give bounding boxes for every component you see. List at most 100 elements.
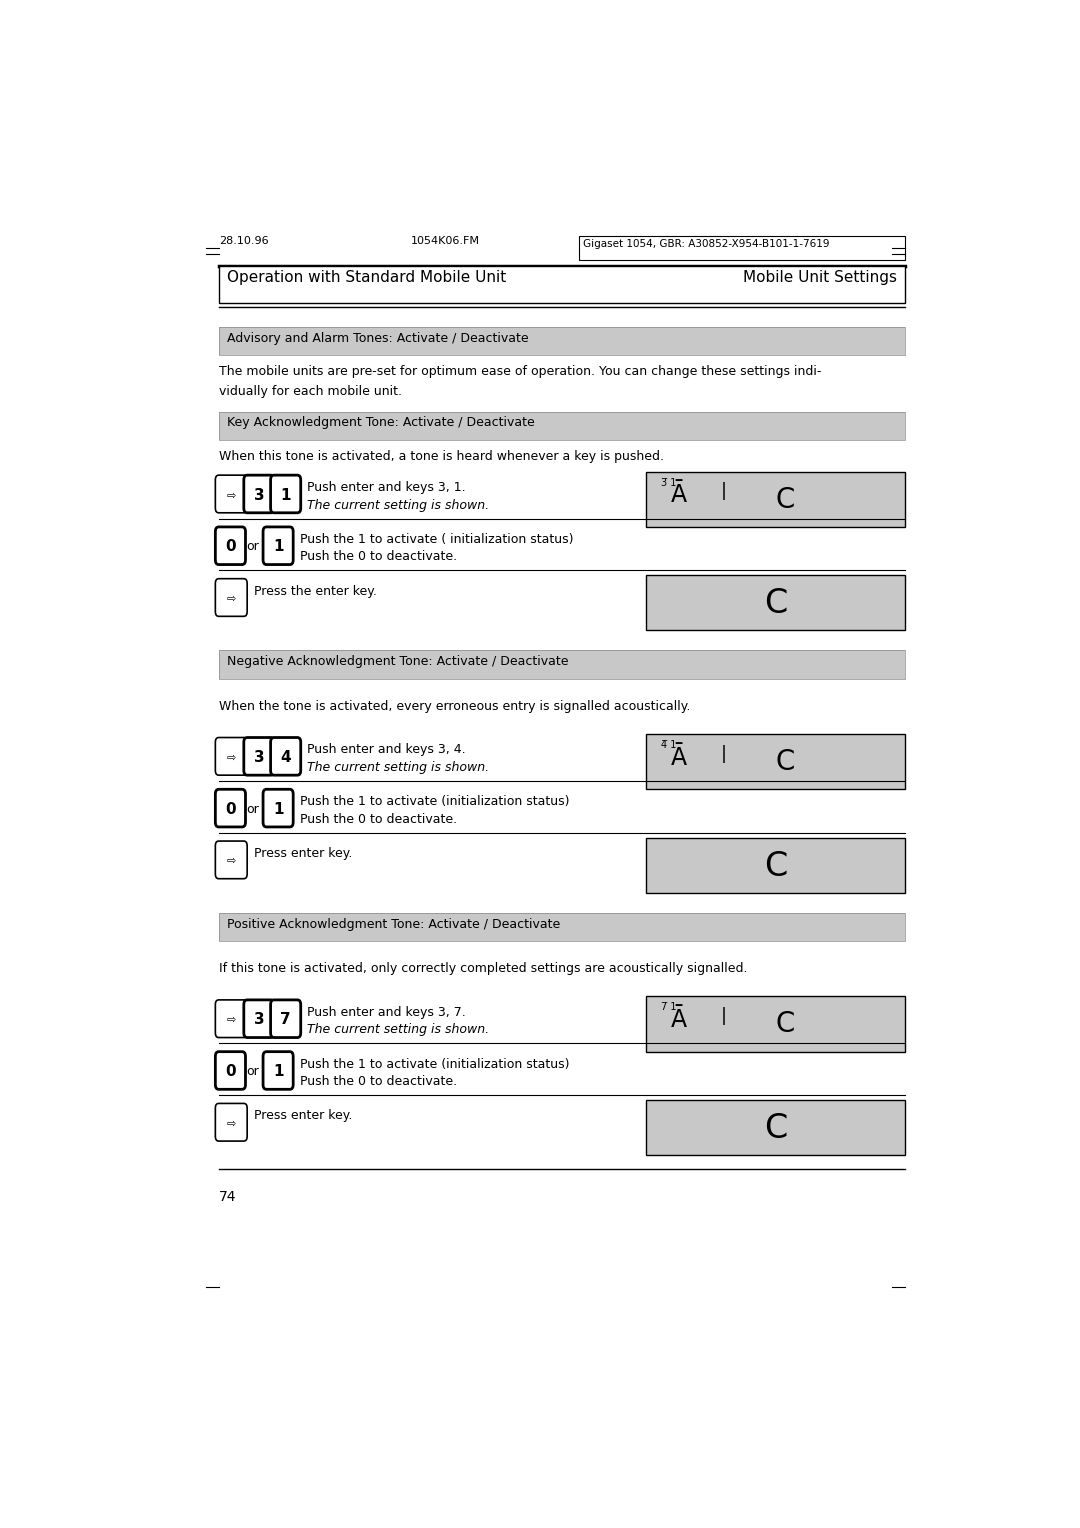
Text: C: C	[775, 1010, 795, 1039]
Text: 0: 0	[225, 539, 235, 555]
Text: 0: 0	[225, 1063, 235, 1079]
Text: Ā: Ā	[671, 746, 687, 770]
Text: Negative Acknowledgment Tone: Activate / Deactivate: Negative Acknowledgment Tone: Activate /…	[227, 656, 568, 668]
Text: 3: 3	[254, 487, 265, 503]
Text: If this tone is activated, only correctly completed settings are acoustically si: If this tone is activated, only correctl…	[218, 963, 747, 975]
Text: 4: 4	[281, 750, 291, 766]
FancyBboxPatch shape	[215, 840, 247, 879]
FancyBboxPatch shape	[215, 790, 245, 827]
FancyBboxPatch shape	[215, 527, 245, 564]
Text: When this tone is activated, a tone is heard whenever a key is pushed.: When this tone is activated, a tone is h…	[218, 451, 664, 463]
Bar	[218, 411, 905, 440]
FancyBboxPatch shape	[215, 475, 247, 513]
FancyBboxPatch shape	[271, 999, 300, 1038]
Text: ⇨: ⇨	[227, 594, 235, 604]
Text: Ā: Ā	[671, 1008, 687, 1031]
Text: Push enter and keys 3, 7.: Push enter and keys 3, 7.	[308, 1005, 467, 1019]
Text: ⇨: ⇨	[227, 490, 235, 500]
Text: ⇨: ⇨	[227, 1118, 235, 1129]
FancyBboxPatch shape	[244, 999, 274, 1038]
Text: C: C	[775, 486, 795, 513]
Text: 0: 0	[225, 802, 235, 817]
Bar	[579, 237, 905, 260]
Text: Push the 1 to activate ( initialization status): Push the 1 to activate ( initialization …	[300, 533, 573, 545]
FancyBboxPatch shape	[215, 1051, 245, 1089]
Bar	[218, 651, 905, 678]
Text: 1054K06.FM: 1054K06.FM	[411, 237, 481, 246]
Bar	[218, 912, 905, 941]
FancyBboxPatch shape	[215, 738, 247, 775]
Text: 1: 1	[273, 1063, 283, 1079]
Text: Operation with Standard Mobile Unit: Operation with Standard Mobile Unit	[227, 270, 507, 286]
Text: Mobile Unit Settings: Mobile Unit Settings	[743, 270, 896, 286]
Text: Push the 0 to deactivate.: Push the 0 to deactivate.	[300, 1076, 457, 1088]
Bar	[218, 912, 905, 941]
Text: vidually for each mobile unit.: vidually for each mobile unit.	[218, 385, 402, 397]
Text: 7̅ 1: 7̅ 1	[661, 1002, 676, 1012]
FancyBboxPatch shape	[264, 527, 293, 564]
Text: Push the 1 to activate (initialization status): Push the 1 to activate (initialization s…	[300, 795, 569, 808]
FancyBboxPatch shape	[244, 738, 274, 775]
Text: 3̅ 1: 3̅ 1	[661, 477, 676, 487]
FancyBboxPatch shape	[215, 1103, 247, 1141]
Text: Positive Acknowledgment Tone: Activate / Deactivate: Positive Acknowledgment Tone: Activate /…	[227, 917, 561, 931]
Text: Push the 1 to activate (initialization status): Push the 1 to activate (initialization s…	[300, 1057, 569, 1071]
Text: C: C	[764, 1112, 787, 1144]
Bar	[218, 327, 905, 354]
Text: Press enter key.: Press enter key.	[254, 847, 352, 860]
Text: Push the 0 to deactivate.: Push the 0 to deactivate.	[300, 813, 457, 825]
Text: Ā: Ā	[671, 483, 687, 507]
Text: Gigaset 1054, GBR: A30852-X954-B101-1-7619: Gigaset 1054, GBR: A30852-X954-B101-1-76…	[583, 238, 829, 249]
Text: The current setting is shown.: The current setting is shown.	[308, 761, 489, 775]
Text: or: or	[246, 541, 259, 553]
FancyBboxPatch shape	[215, 999, 247, 1038]
Bar	[218, 411, 905, 440]
Text: Push enter and keys 3, 1.: Push enter and keys 3, 1.	[308, 481, 467, 494]
Text: C: C	[764, 587, 787, 620]
FancyBboxPatch shape	[271, 475, 300, 513]
Text: 3: 3	[254, 750, 265, 766]
Text: 7: 7	[281, 1013, 291, 1027]
FancyBboxPatch shape	[264, 790, 293, 827]
Bar	[646, 1100, 905, 1155]
Bar	[646, 996, 905, 1051]
Text: 74: 74	[218, 1190, 237, 1204]
Text: or: or	[246, 1065, 259, 1079]
Text: 1: 1	[273, 802, 283, 817]
Text: Push the 0 to deactivate.: Push the 0 to deactivate.	[300, 550, 457, 564]
FancyBboxPatch shape	[215, 579, 247, 616]
Text: 3: 3	[254, 1013, 265, 1027]
Bar	[646, 575, 905, 631]
Bar	[646, 472, 905, 527]
Text: 1: 1	[273, 539, 283, 555]
Bar	[218, 266, 905, 304]
FancyBboxPatch shape	[264, 1051, 293, 1089]
Text: Press enter key.: Press enter key.	[254, 1109, 352, 1122]
Text: Press the enter key.: Press the enter key.	[254, 585, 377, 597]
Text: 1: 1	[281, 487, 291, 503]
Text: 4̅ 1: 4̅ 1	[661, 740, 676, 750]
Text: ⇨: ⇨	[227, 1015, 235, 1025]
Text: |: |	[721, 744, 727, 762]
Text: or: or	[246, 802, 259, 816]
Bar	[218, 327, 905, 354]
Bar	[218, 651, 905, 678]
Text: 28.10.96: 28.10.96	[218, 237, 268, 246]
Text: Push enter and keys 3, 4.: Push enter and keys 3, 4.	[308, 744, 467, 756]
Bar	[646, 837, 905, 892]
Text: ⇨: ⇨	[227, 752, 235, 762]
Text: |: |	[721, 1007, 727, 1025]
FancyBboxPatch shape	[271, 738, 300, 775]
Text: C: C	[775, 749, 795, 776]
Text: The mobile units are pre-set for optimum ease of operation. You can change these: The mobile units are pre-set for optimum…	[218, 365, 821, 377]
Text: Key Acknowledgment Tone: Activate / Deactivate: Key Acknowledgment Tone: Activate / Deac…	[227, 416, 535, 429]
Bar	[646, 733, 905, 790]
Text: The current setting is shown.: The current setting is shown.	[308, 498, 489, 512]
Text: Advisory and Alarm Tones: Activate / Deactivate: Advisory and Alarm Tones: Activate / Dea…	[227, 332, 529, 345]
Text: The current setting is shown.: The current setting is shown.	[308, 1024, 489, 1036]
Text: |: |	[721, 483, 727, 500]
Text: C: C	[764, 850, 787, 883]
FancyBboxPatch shape	[244, 475, 274, 513]
Text: ⇨: ⇨	[227, 856, 235, 866]
Text: When the tone is activated, every erroneous entry is signalled acoustically.: When the tone is activated, every errone…	[218, 700, 690, 714]
